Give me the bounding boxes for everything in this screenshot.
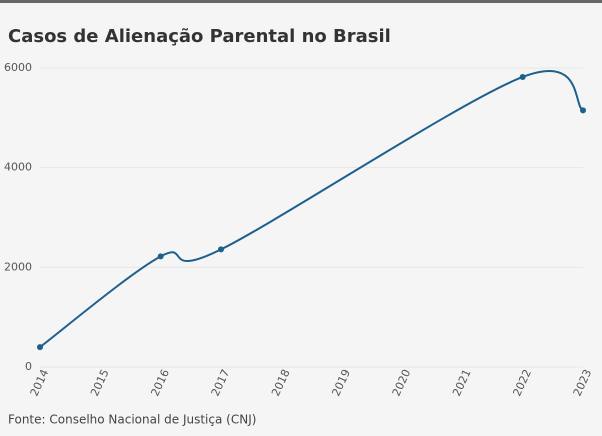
point bbox=[580, 107, 586, 114]
source: Fonte: Conselho Nacional de Justiça (CNJ… bbox=[8, 413, 256, 427]
line bbox=[39, 70, 584, 348]
y-tick-label: 2000 bbox=[4, 260, 32, 273]
y-tick-label: 6000 bbox=[4, 61, 32, 74]
point bbox=[519, 73, 526, 80]
point bbox=[37, 344, 43, 351]
y-tick-label: 0 bbox=[25, 360, 32, 373]
chart-title: Casos de Alienação Parental no Brasil bbox=[8, 26, 391, 47]
point bbox=[218, 246, 224, 253]
point bbox=[157, 253, 164, 260]
top-bar bbox=[0, 0, 602, 3]
y-tick-label: 4000 bbox=[4, 161, 32, 174]
